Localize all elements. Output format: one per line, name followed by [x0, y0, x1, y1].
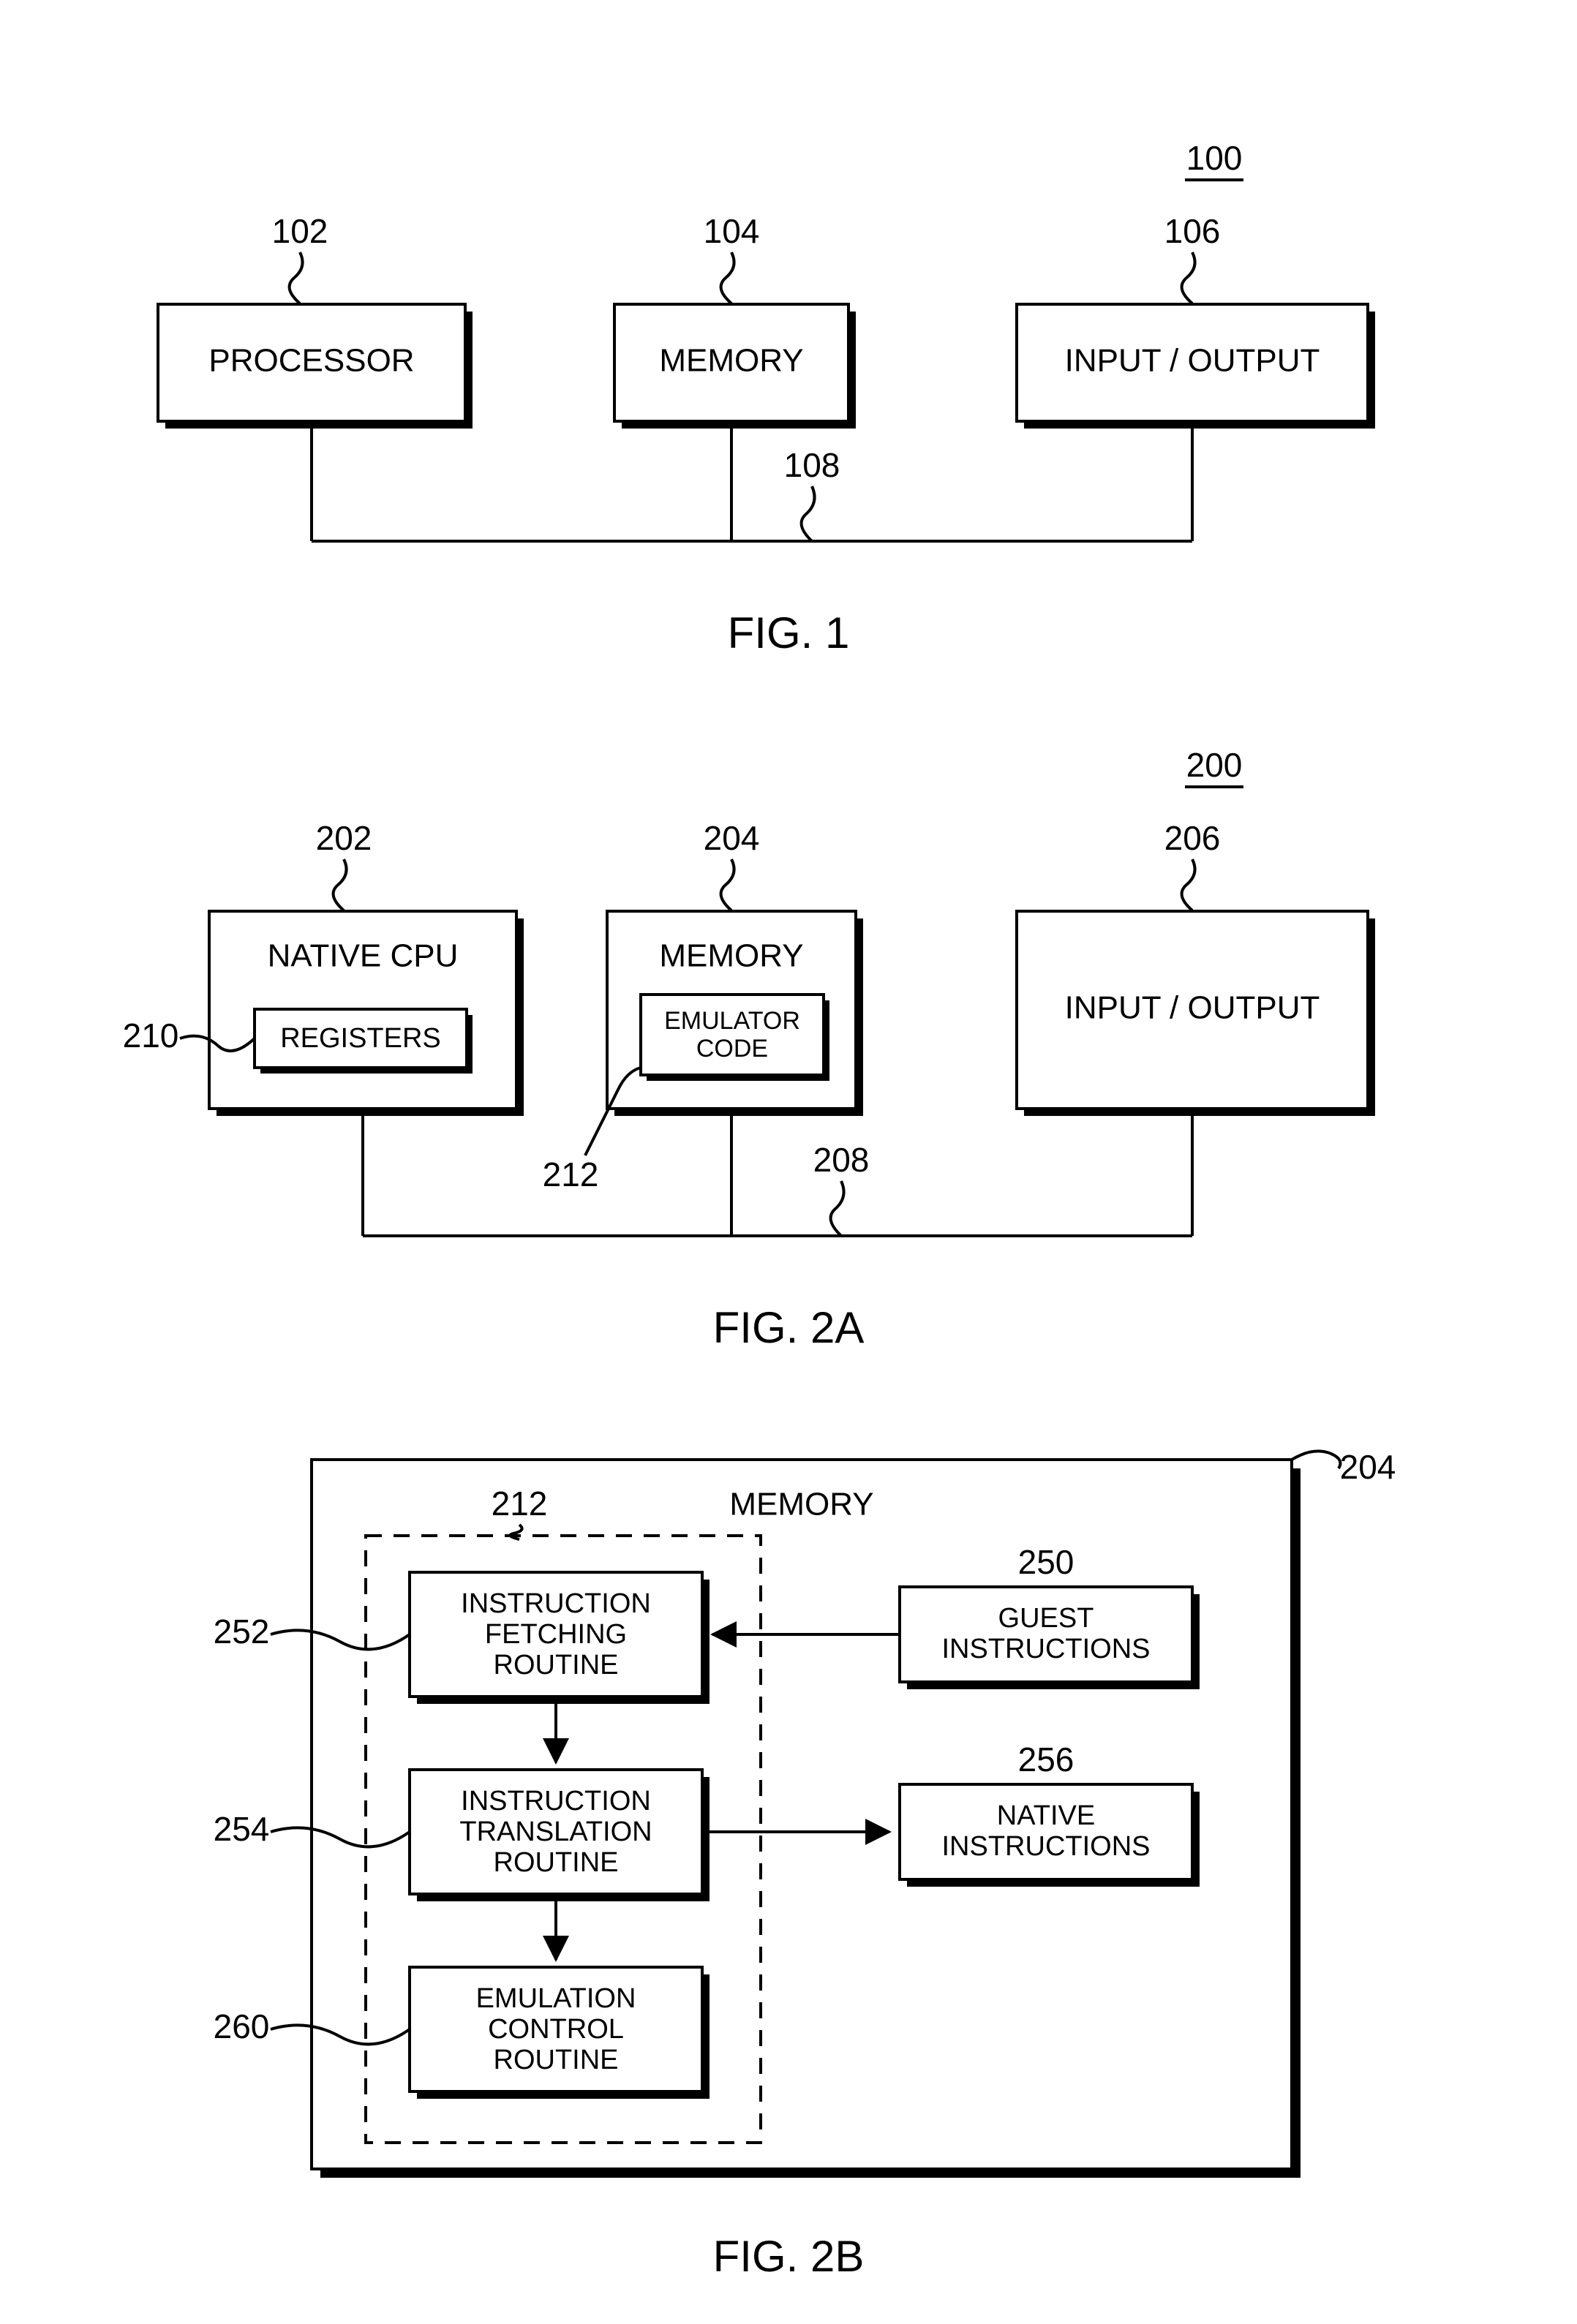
leader-102 — [290, 252, 303, 303]
ref-206: 206 — [1164, 819, 1221, 857]
fetch-l3: ROUTINE — [494, 1650, 619, 1680]
leader-202 — [334, 859, 347, 910]
registers-label: REGISTERS — [280, 1023, 441, 1054]
guest-l2: INSTRUCTIONS — [942, 1634, 1151, 1664]
memory-label-1: MEMORY — [659, 343, 803, 379]
fetch-l2: FETCHING — [485, 1619, 627, 1650]
leader-106 — [1182, 252, 1195, 303]
emuctl-l3: ROUTINE — [494, 2045, 619, 2075]
processor-label: PROCESSOR — [208, 343, 414, 379]
ref-212: 212 — [543, 1155, 599, 1193]
emucode-label-1: EMULATOR — [664, 1007, 800, 1035]
ref-108: 108 — [784, 446, 840, 484]
fig1-caption: FIG. 1 — [728, 608, 850, 657]
ref-100: 100 — [1186, 139, 1243, 177]
leader-204 — [721, 859, 734, 910]
leader-206 — [1182, 859, 1195, 910]
figure-1: 100 102 104 106 PROCESSOR MEMORY INPUT /… — [158, 139, 1375, 657]
native-l2: INSTRUCTIONS — [942, 1831, 1151, 1862]
guest-l1: GUEST — [998, 1603, 1094, 1634]
emucode-label-2: CODE — [696, 1035, 768, 1063]
leader-204-b — [1292, 1451, 1340, 1468]
ref-208: 208 — [813, 1141, 870, 1179]
cpu-label: NATIVE CPU — [268, 938, 459, 974]
ref-204: 204 — [704, 819, 760, 857]
ref-250: 250 — [1018, 1543, 1074, 1581]
emuctl-l2: CONTROL — [488, 2014, 624, 2045]
memory-label-2: MEMORY — [659, 938, 803, 974]
leader-108 — [802, 486, 815, 541]
figure-2a: 200 202 204 206 NATIVE CPU REGISTERS 210… — [123, 746, 1375, 1352]
ref-252: 252 — [214, 1612, 270, 1650]
fig2b-caption: FIG. 2B — [713, 2232, 865, 2281]
ref-254: 254 — [214, 1810, 270, 1848]
trans-l1: INSTRUCTION — [461, 1786, 651, 1816]
ref-200: 200 — [1186, 746, 1243, 784]
leader-104 — [721, 252, 734, 303]
io-label-1: INPUT / OUTPUT — [1065, 343, 1320, 379]
io-label-2: INPUT / OUTPUT — [1065, 990, 1320, 1026]
ref-204-b: 204 — [1340, 1448, 1396, 1486]
ref-102: 102 — [272, 212, 328, 250]
ref-210: 210 — [123, 1016, 179, 1055]
trans-l3: ROUTINE — [494, 1847, 619, 1878]
trans-l2: TRANSLATION — [459, 1816, 652, 1847]
ref-256: 256 — [1018, 1740, 1074, 1778]
ref-212-b: 212 — [492, 1484, 548, 1523]
figure-2b: MEMORY 204 212 INSTRUCTION FETCHING ROUT… — [214, 1448, 1396, 2281]
leader-208 — [831, 1181, 844, 1236]
ref-104: 104 — [704, 212, 760, 250]
ref-260: 260 — [214, 2007, 270, 2045]
ref-202: 202 — [316, 819, 372, 857]
native-l1: NATIVE — [997, 1800, 1095, 1831]
fig2a-caption: FIG. 2A — [713, 1303, 865, 1352]
ref-106: 106 — [1164, 212, 1221, 250]
emuctl-l1: EMULATION — [476, 1983, 636, 2014]
fetch-l1: INSTRUCTION — [461, 1588, 651, 1619]
memory-label-3: MEMORY — [729, 1487, 873, 1523]
